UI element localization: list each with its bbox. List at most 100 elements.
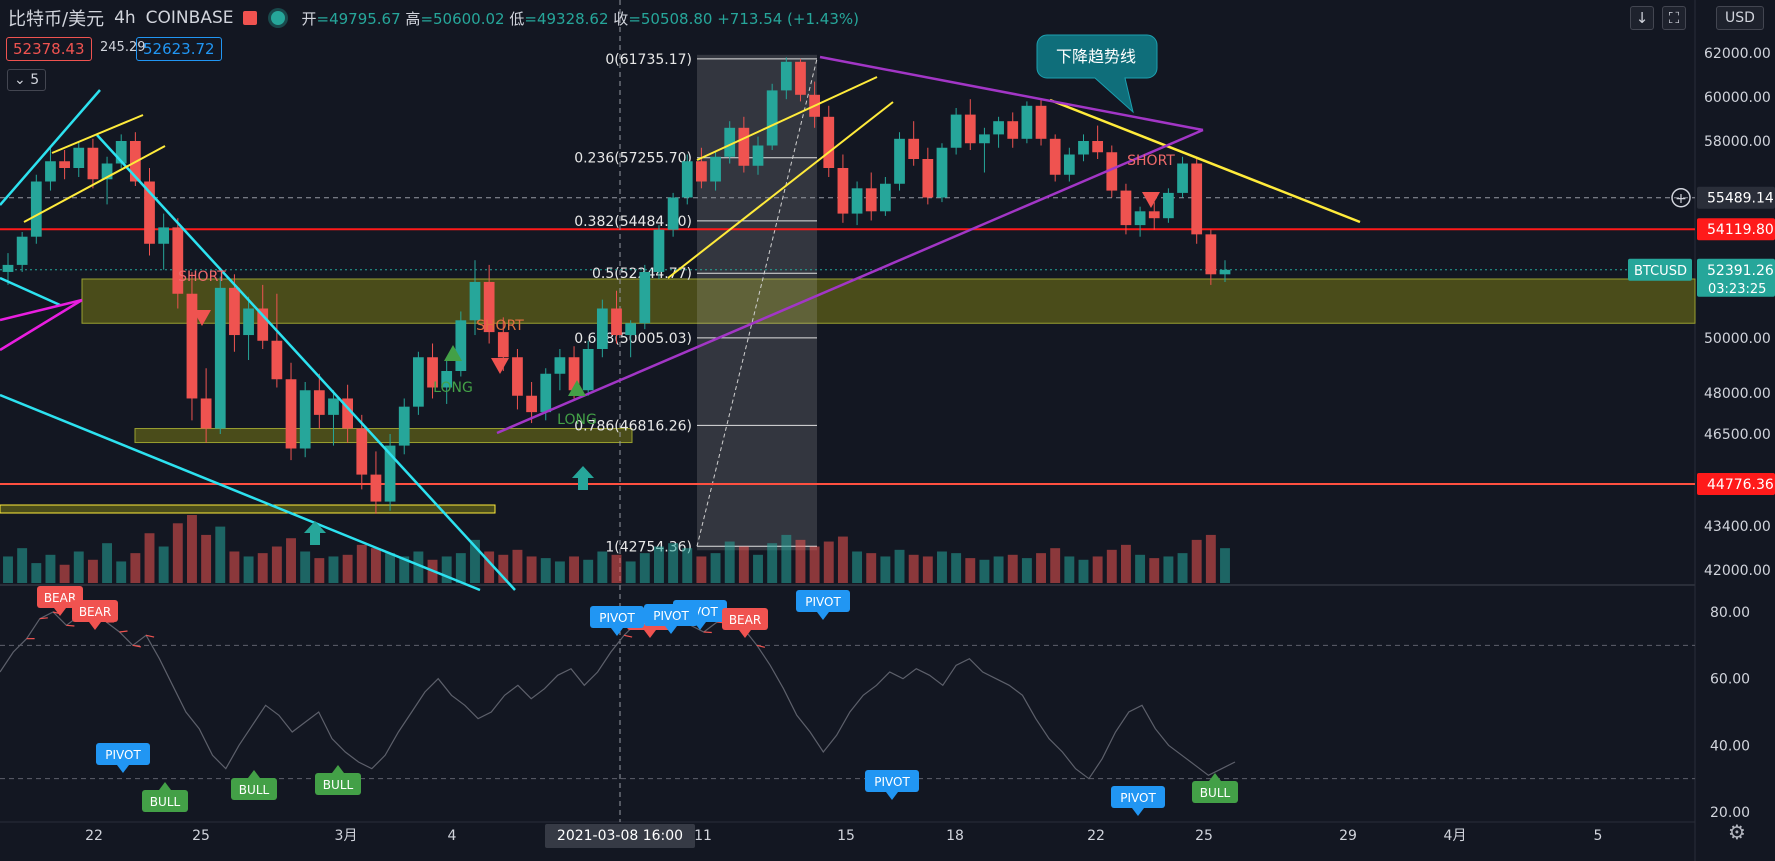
volume-bar xyxy=(385,553,395,583)
candle-body xyxy=(993,121,1004,134)
flag-icon[interactable] xyxy=(243,11,257,25)
volume-bar xyxy=(88,560,98,583)
volume-bar xyxy=(767,543,777,583)
exchange-label: COINBASE xyxy=(146,8,234,28)
volume-bar xyxy=(1064,556,1074,583)
oscillator-signal-label: PIVOT xyxy=(653,609,689,623)
volume-bar xyxy=(357,545,367,583)
currency-button[interactable]: USD xyxy=(1716,6,1764,30)
oscillator-signal-label: PIVOT xyxy=(105,748,141,762)
candle-body xyxy=(795,62,806,95)
volume-bar xyxy=(1220,548,1230,583)
volume-bar xyxy=(456,553,466,583)
market-status-icon xyxy=(271,11,285,25)
volume-bar xyxy=(880,556,890,583)
close-value: =50508.80 xyxy=(628,10,712,28)
interval-label[interactable]: 4h xyxy=(114,8,136,28)
volume-bar xyxy=(937,551,947,583)
candle-body xyxy=(1050,139,1061,175)
change-value: +713.54 (+1.43%) xyxy=(717,10,859,28)
volume-bar xyxy=(994,556,1004,583)
volume-bar xyxy=(17,548,27,583)
volume-bar xyxy=(1149,558,1159,583)
crosshair-time-label: 2021-03-08 16:00 xyxy=(557,828,683,844)
candle-body xyxy=(1177,164,1188,193)
indicator-toggle[interactable]: ⌄ 5 xyxy=(7,69,46,91)
candle-body xyxy=(498,332,509,357)
high-value: =50600.02 xyxy=(420,10,504,28)
settings-icon[interactable]: ⚙ xyxy=(1728,820,1746,844)
candle-body xyxy=(371,475,382,502)
time-tick-label: 4 xyxy=(448,828,457,844)
oscillator-signal-label: PIVOT xyxy=(599,611,635,625)
candle-body xyxy=(88,148,99,180)
long-signal-label: LONG xyxy=(557,412,597,428)
candle-body xyxy=(1149,211,1160,218)
volume-bar xyxy=(895,550,905,583)
fullscreen-button[interactable]: ⛶ xyxy=(1662,6,1686,30)
price-label: 54119.80 xyxy=(1707,222,1774,238)
open-value: =49795.67 xyxy=(317,10,401,28)
bid-price-box[interactable]: 52378.43 xyxy=(6,37,92,61)
fib-level-label: 0.236(57255.70) xyxy=(574,151,692,167)
volume-bar xyxy=(781,535,791,583)
candle-body xyxy=(710,157,721,182)
volume-bar xyxy=(597,551,607,583)
symbol-title[interactable]: 比特币/美元 xyxy=(8,5,104,31)
candle-body xyxy=(540,374,551,412)
volume-bar xyxy=(979,560,989,583)
volume-bar xyxy=(173,523,183,583)
down-arrow-button[interactable]: ↓ xyxy=(1630,6,1654,30)
volume-bar xyxy=(1008,555,1018,583)
candle-body xyxy=(937,148,948,198)
volume-bar xyxy=(46,555,56,583)
volume-bar xyxy=(1079,560,1089,583)
volume-bar xyxy=(1192,540,1202,583)
price-label: 52391.26 xyxy=(1707,263,1774,279)
candle-body xyxy=(286,379,297,448)
short-signal-label: SHORT xyxy=(1127,153,1175,169)
price-label: 55489.14 xyxy=(1707,191,1774,207)
candle-body xyxy=(526,396,537,412)
long-signal-label: LONG xyxy=(433,380,473,396)
volume-bar xyxy=(3,556,13,583)
volume-bar xyxy=(116,561,126,583)
candle-body xyxy=(1007,121,1018,139)
volume-bar xyxy=(1093,556,1103,583)
close-label: 收 xyxy=(613,10,628,28)
volume-bar xyxy=(654,547,664,583)
price-zone xyxy=(135,429,632,443)
volume-bar xyxy=(159,547,169,583)
volume-bar xyxy=(852,551,862,583)
short-signal-label: SHORT xyxy=(178,269,226,285)
volume-bar xyxy=(810,547,820,583)
candle-body xyxy=(201,398,212,428)
volume-bar xyxy=(753,555,763,583)
volume-bar xyxy=(130,553,140,583)
candle-body xyxy=(3,265,14,272)
volume-bar xyxy=(824,542,834,583)
time-tick-label: 25 xyxy=(192,828,210,844)
price-tick-label: 48000.00 xyxy=(1704,386,1771,402)
ask-price-box[interactable]: 52623.72 xyxy=(136,37,222,61)
candle-body xyxy=(1121,191,1132,226)
volume-bar xyxy=(272,547,282,583)
candle-body xyxy=(73,148,84,168)
candle-body xyxy=(399,407,410,446)
symbol-tag: BTCUSD xyxy=(1634,264,1687,279)
oscillator-signal-label: BULL xyxy=(323,778,354,792)
price-tick-label: 43400.00 xyxy=(1704,519,1771,535)
volume-bar xyxy=(682,548,692,583)
volume-bar xyxy=(696,556,706,583)
candle-body xyxy=(979,134,990,143)
candle-body xyxy=(470,282,481,320)
volume-bar xyxy=(1135,555,1145,583)
candle-body xyxy=(951,115,962,148)
time-tick-label: 22 xyxy=(85,828,103,844)
candle-body xyxy=(611,309,622,336)
candle-body xyxy=(555,357,566,374)
candle-body xyxy=(908,139,919,159)
volume-bar xyxy=(965,558,975,583)
